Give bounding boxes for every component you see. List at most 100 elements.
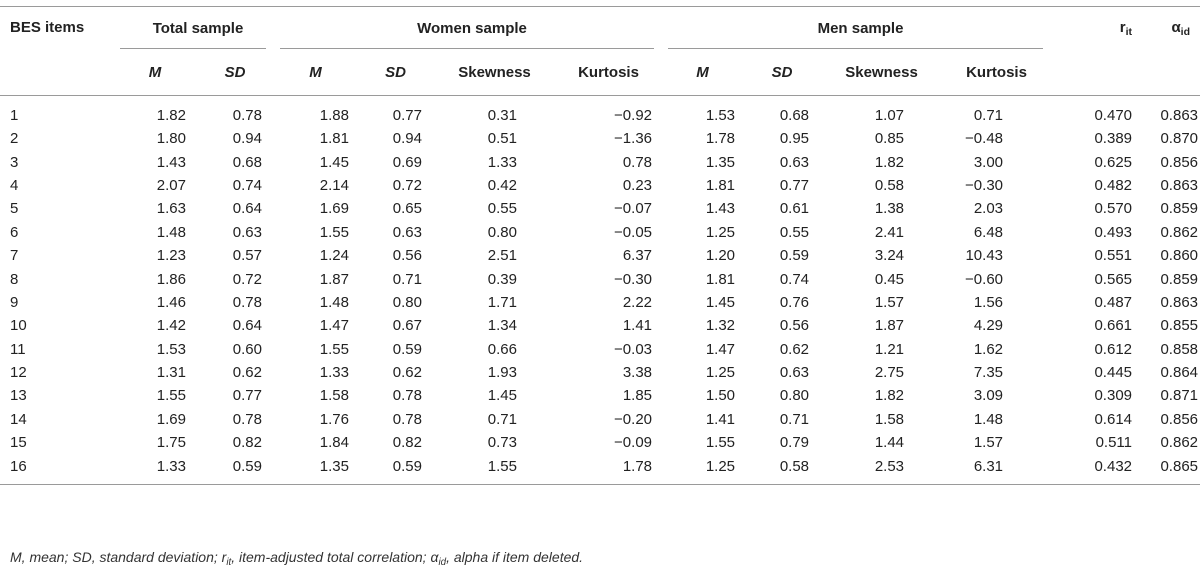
cell-item: 15 bbox=[10, 434, 27, 452]
cell-men-m: 1.43 bbox=[705, 200, 736, 218]
cell-men-kurtosis: 0.71 bbox=[973, 107, 1004, 124]
cell-rit: 0.445 bbox=[1094, 364, 1133, 382]
cell-rit: 0.551 bbox=[1094, 247, 1133, 265]
cell-total-sd: 0.78 bbox=[232, 107, 262, 124]
cell-men-skewness: 1.57 bbox=[874, 293, 905, 311]
cell-rit: 0.470 bbox=[1094, 107, 1133, 124]
table-row: 8 1.86 0.72 1.87 0.71 0.39 −0.30 1.81 0.74 0.45 −0… bbox=[0, 267, 1200, 290]
cell-item: 10 bbox=[10, 317, 27, 335]
cell-alpha-id: 0.860 bbox=[1160, 247, 1199, 265]
cell-men-m: 1.45 bbox=[705, 293, 736, 311]
cell-alpha-id: 0.864 bbox=[1160, 364, 1199, 382]
table-row: 13 1.55 0.77 1.58 0.78 1.45 1.85 1.50 0.80 1.82 3.… bbox=[0, 384, 1200, 407]
cell-total-m: 1.23 bbox=[156, 247, 186, 265]
cell-women-kurtosis: 1.78 bbox=[622, 457, 653, 475]
cell-men-sd: 0.74 bbox=[779, 270, 810, 288]
cell-alpha-id: 0.855 bbox=[1160, 317, 1199, 335]
cell-women-sd: 0.63 bbox=[392, 223, 422, 241]
cell-item: 3 bbox=[10, 153, 19, 171]
cell-women-m: 1.69 bbox=[319, 200, 349, 218]
cell-men-m: 1.50 bbox=[705, 387, 736, 405]
cell-women-m: 1.84 bbox=[319, 434, 349, 452]
cell-women-m: 1.24 bbox=[319, 247, 349, 265]
cell-alpha-id: 0.865 bbox=[1160, 457, 1199, 475]
cell-total-sd: 0.62 bbox=[232, 364, 262, 382]
table-body: 1 1.82 0.78 1.88 0.77 0.31 −0.92 1.53 0.68 1.07 0.… bbox=[0, 95, 1200, 485]
cell-men-skewness: 0.58 bbox=[874, 176, 905, 194]
cell-women-kurtosis: −1.36 bbox=[614, 130, 653, 148]
cell-rit: 0.565 bbox=[1094, 270, 1133, 288]
cell-women-kurtosis: 1.85 bbox=[622, 387, 653, 405]
cell-men-kurtosis: −0.30 bbox=[965, 176, 1004, 194]
cell-men-m: 1.25 bbox=[705, 223, 736, 241]
cell-item: 11 bbox=[10, 340, 26, 358]
cell-women-kurtosis: 0.23 bbox=[622, 176, 653, 194]
cell-men-m: 1.47 bbox=[705, 340, 736, 358]
cell-item: 8 bbox=[10, 270, 19, 288]
cell-total-m: 1.31 bbox=[156, 364, 186, 382]
cell-women-m: 1.48 bbox=[319, 293, 349, 311]
cell-item: 12 bbox=[10, 364, 27, 382]
cell-alpha-id: 0.856 bbox=[1160, 153, 1199, 171]
cell-women-skewness: 0.39 bbox=[487, 270, 517, 288]
table-row: 9 1.46 0.78 1.48 0.80 1.71 2.22 1.45 0.76 1.57 1.5… bbox=[0, 291, 1200, 314]
cell-women-sd: 0.69 bbox=[392, 153, 422, 171]
cell-total-sd: 0.57 bbox=[232, 247, 262, 265]
subheader-men-skewness: Skewness bbox=[845, 63, 918, 81]
table-row: 6 1.48 0.63 1.55 0.63 0.80 −0.05 1.25 0.55 2.41 6.… bbox=[0, 221, 1200, 244]
cell-total-m: 1.43 bbox=[156, 153, 186, 171]
cell-women-kurtosis: 3.38 bbox=[622, 364, 653, 382]
cell-women-skewness: 2.51 bbox=[487, 247, 517, 265]
cell-total-m: 1.69 bbox=[156, 410, 186, 428]
cell-women-m: 1.55 bbox=[319, 340, 349, 358]
cell-men-kurtosis: −0.60 bbox=[965, 270, 1004, 288]
cell-total-m: 1.80 bbox=[156, 130, 186, 148]
cell-women-m: 1.88 bbox=[319, 107, 349, 124]
cell-women-sd: 0.67 bbox=[392, 317, 422, 335]
cell-men-sd: 0.80 bbox=[779, 387, 810, 405]
bes-statistics-table: BES items Total sample Women sample Men … bbox=[0, 6, 1200, 485]
subheader-men-sd: SD bbox=[771, 63, 793, 81]
cell-men-skewness: 1.58 bbox=[874, 410, 905, 428]
cell-women-skewness: 0.42 bbox=[487, 176, 517, 194]
cell-men-m: 1.81 bbox=[705, 270, 736, 288]
cell-men-skewness: 2.75 bbox=[874, 364, 905, 382]
subheader-total-sd: SD bbox=[224, 63, 246, 81]
table-row: 16 1.33 0.59 1.35 0.59 1.55 1.78 1.25 0.58 2.53 6.… bbox=[0, 454, 1200, 484]
cell-total-sd: 0.64 bbox=[232, 317, 262, 335]
cell-item: 1 bbox=[10, 107, 19, 124]
cell-total-m: 1.75 bbox=[156, 434, 186, 452]
cell-alpha-id: 0.862 bbox=[1160, 434, 1199, 452]
table-row: 12 1.31 0.62 1.33 0.62 1.93 3.38 1.25 0.63 2.75 7.… bbox=[0, 361, 1200, 384]
cell-women-kurtosis: −0.30 bbox=[614, 270, 653, 288]
cell-total-sd: 0.78 bbox=[232, 293, 262, 311]
cell-women-skewness: 0.31 bbox=[487, 107, 517, 124]
cell-women-kurtosis: −0.20 bbox=[614, 410, 653, 428]
cell-men-m: 1.41 bbox=[705, 410, 736, 428]
cell-men-kurtosis: 3.00 bbox=[973, 153, 1004, 171]
cell-women-skewness: 0.51 bbox=[487, 130, 517, 148]
cell-women-kurtosis: −0.09 bbox=[614, 434, 653, 452]
cell-men-sd: 0.58 bbox=[779, 457, 810, 475]
cell-alpha-id: 0.859 bbox=[1160, 270, 1199, 288]
cell-women-skewness: 1.55 bbox=[487, 457, 517, 475]
header-total-sample: Total sample bbox=[118, 7, 278, 49]
cell-rit: 0.614 bbox=[1094, 410, 1133, 428]
cell-rit: 0.487 bbox=[1094, 293, 1133, 311]
table-row: 2 1.80 0.94 1.81 0.94 0.51 −1.36 1.78 0.95 0.85 −0… bbox=[0, 127, 1200, 150]
cell-men-sd: 0.71 bbox=[779, 410, 810, 428]
cell-men-skewness: 1.87 bbox=[874, 317, 905, 335]
cell-women-kurtosis: −0.05 bbox=[614, 223, 653, 241]
cell-rit: 0.661 bbox=[1094, 317, 1133, 335]
cell-total-sd: 0.63 bbox=[232, 223, 262, 241]
cell-women-sd: 0.62 bbox=[392, 364, 422, 382]
cell-rit: 0.309 bbox=[1094, 387, 1133, 405]
cell-women-m: 1.81 bbox=[319, 130, 349, 148]
cell-women-skewness: 0.73 bbox=[487, 434, 517, 452]
cell-item: 9 bbox=[10, 293, 19, 311]
cell-women-skewness: 1.45 bbox=[487, 387, 517, 405]
cell-women-sd: 0.77 bbox=[392, 107, 422, 124]
cell-alpha-id: 0.863 bbox=[1160, 293, 1199, 311]
cell-alpha-id: 0.862 bbox=[1160, 223, 1199, 241]
